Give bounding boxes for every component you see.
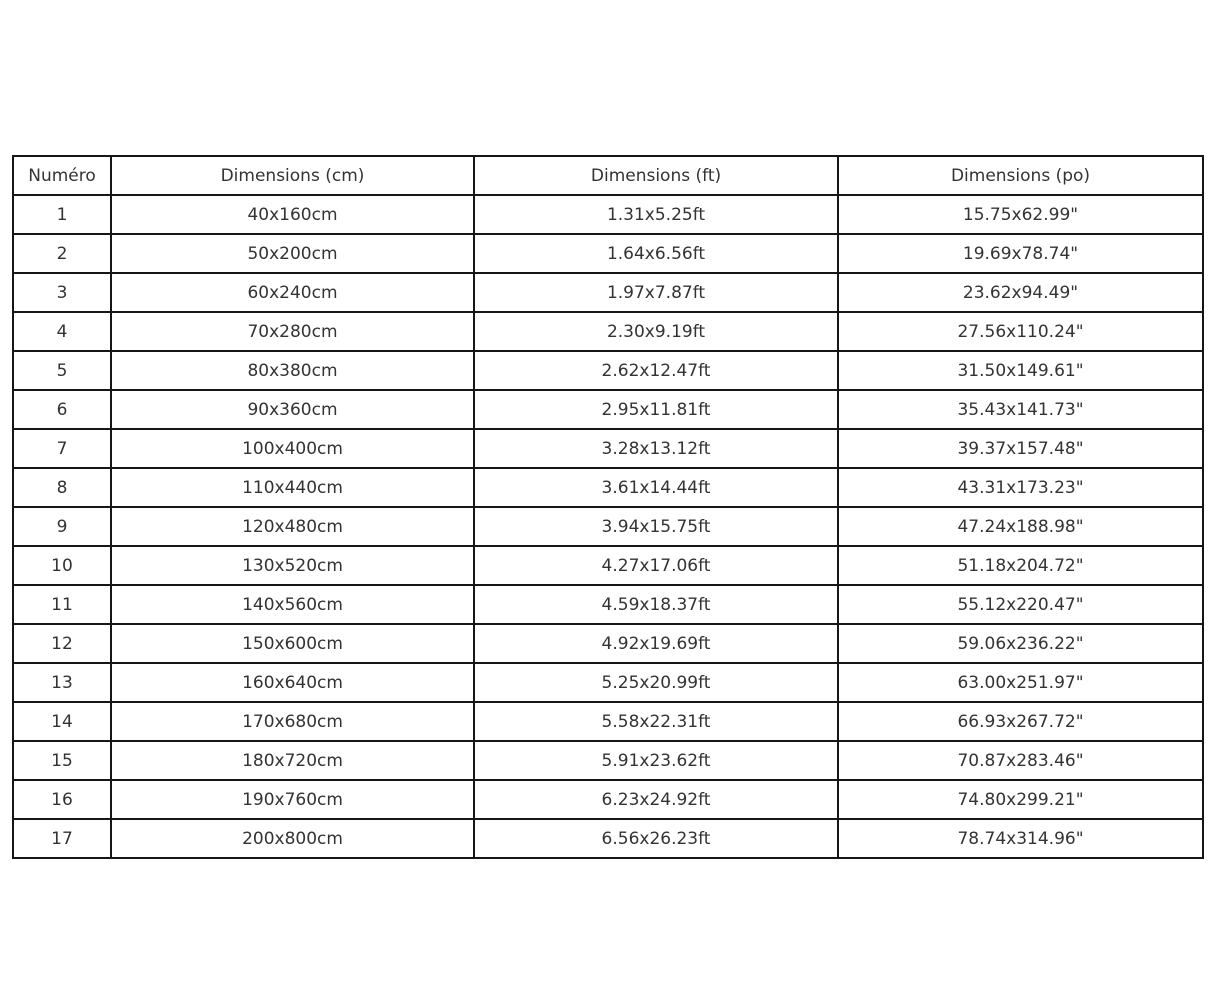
cell-dimensions-po: 47.24x188.98"	[837, 506, 1204, 547]
cell-numero: 15	[12, 740, 112, 781]
cell-dimensions-cm: 110x440cm	[110, 467, 475, 508]
cell-dimensions-cm: 90x360cm	[110, 389, 475, 430]
cell-dimensions-cm: 170x680cm	[110, 701, 475, 742]
cell-dimensions-ft: 6.23x24.92ft	[473, 779, 839, 820]
cell-dimensions-cm: 80x380cm	[110, 350, 475, 391]
cell-dimensions-cm: 40x160cm	[110, 194, 475, 235]
cell-dimensions-po: 31.50x149.61"	[837, 350, 1204, 391]
cell-dimensions-po: 59.06x236.22"	[837, 623, 1204, 664]
cell-dimensions-ft: 3.94x15.75ft	[473, 506, 839, 547]
table-row: 15 180x720cm 5.91x23.62ft 70.87x283.46"	[12, 740, 1204, 781]
cell-dimensions-po: 15.75x62.99"	[837, 194, 1204, 235]
cell-dimensions-ft: 5.91x23.62ft	[473, 740, 839, 781]
cell-dimensions-ft: 2.62x12.47ft	[473, 350, 839, 391]
cell-dimensions-cm: 150x600cm	[110, 623, 475, 664]
cell-dimensions-ft: 1.64x6.56ft	[473, 233, 839, 274]
cell-dimensions-ft: 4.59x18.37ft	[473, 584, 839, 625]
cell-numero: 9	[12, 506, 112, 547]
cell-dimensions-ft: 2.95x11.81ft	[473, 389, 839, 430]
cell-numero: 6	[12, 389, 112, 430]
cell-numero: 2	[12, 233, 112, 274]
cell-dimensions-po: 51.18x204.72"	[837, 545, 1204, 586]
header-row: Numéro Dimensions (cm) Dimensions (ft) Dime…	[12, 155, 1204, 196]
cell-dimensions-cm: 100x400cm	[110, 428, 475, 469]
cell-dimensions-ft: 5.25x20.99ft	[473, 662, 839, 703]
cell-dimensions-ft: 6.56x26.23ft	[473, 818, 839, 859]
cell-dimensions-cm: 130x520cm	[110, 545, 475, 586]
table-row: 13 160x640cm 5.25x20.99ft 63.00x251.97"	[12, 662, 1204, 703]
dimensions-size-chart-table: Numéro Dimensions (cm) Dimensions (ft) Dime…	[12, 155, 1204, 859]
table-row: 9 120x480cm 3.94x15.75ft 47.24x188.98"	[12, 506, 1204, 547]
table-row: 11 140x560cm 4.59x18.37ft 55.12x220.47"	[12, 584, 1204, 625]
cell-numero: 1	[12, 194, 112, 235]
cell-numero: 12	[12, 623, 112, 664]
cell-dimensions-ft: 3.61x14.44ft	[473, 467, 839, 508]
cell-dimensions-po: 35.43x141.73"	[837, 389, 1204, 430]
column-header-dimensions-cm: Dimensions (cm)	[110, 155, 475, 196]
table-row: 12 150x600cm 4.92x19.69ft 59.06x236.22"	[12, 623, 1204, 664]
cell-dimensions-ft: 2.30x9.19ft	[473, 311, 839, 352]
cell-dimensions-ft: 1.97x7.87ft	[473, 272, 839, 313]
cell-dimensions-cm: 180x720cm	[110, 740, 475, 781]
cell-numero: 4	[12, 311, 112, 352]
cell-dimensions-po: 63.00x251.97"	[837, 662, 1204, 703]
table-row: 1 40x160cm 1.31x5.25ft 15.75x62.99"	[12, 194, 1204, 235]
cell-dimensions-ft: 1.31x5.25ft	[473, 194, 839, 235]
cell-dimensions-po: 27.56x110.24"	[837, 311, 1204, 352]
cell-numero: 7	[12, 428, 112, 469]
cell-dimensions-po: 78.74x314.96"	[837, 818, 1204, 859]
cell-dimensions-cm: 50x200cm	[110, 233, 475, 274]
table-body: 1 40x160cm 1.31x5.25ft 15.75x62.99" 2 50x200c…	[12, 194, 1204, 859]
table-row: 2 50x200cm 1.64x6.56ft 19.69x78.74"	[12, 233, 1204, 274]
table-row: 3 60x240cm 1.97x7.87ft 23.62x94.49"	[12, 272, 1204, 313]
table-row: 14 170x680cm 5.58x22.31ft 66.93x267.72"	[12, 701, 1204, 742]
column-header-dimensions-po: Dimensions (po)	[837, 155, 1204, 196]
table-row: 4 70x280cm 2.30x9.19ft 27.56x110.24"	[12, 311, 1204, 352]
cell-numero: 3	[12, 272, 112, 313]
cell-dimensions-po: 19.69x78.74"	[837, 233, 1204, 274]
cell-dimensions-ft: 4.92x19.69ft	[473, 623, 839, 664]
cell-numero: 8	[12, 467, 112, 508]
cell-numero: 16	[12, 779, 112, 820]
table-row: 17 200x800cm 6.56x26.23ft 78.74x314.96"	[12, 818, 1204, 859]
cell-numero: 13	[12, 662, 112, 703]
cell-dimensions-ft: 4.27x17.06ft	[473, 545, 839, 586]
table-row: 6 90x360cm 2.95x11.81ft 35.43x141.73"	[12, 389, 1204, 430]
cell-dimensions-cm: 60x240cm	[110, 272, 475, 313]
cell-dimensions-po: 74.80x299.21"	[837, 779, 1204, 820]
table-row: 16 190x760cm 6.23x24.92ft 74.80x299.21"	[12, 779, 1204, 820]
cell-dimensions-ft: 5.58x22.31ft	[473, 701, 839, 742]
cell-dimensions-ft: 3.28x13.12ft	[473, 428, 839, 469]
cell-dimensions-cm: 190x760cm	[110, 779, 475, 820]
cell-numero: 17	[12, 818, 112, 859]
cell-numero: 10	[12, 545, 112, 586]
table-row: 5 80x380cm 2.62x12.47ft 31.50x149.61"	[12, 350, 1204, 391]
column-header-dimensions-ft: Dimensions (ft)	[473, 155, 839, 196]
cell-dimensions-cm: 140x560cm	[110, 584, 475, 625]
cell-dimensions-po: 39.37x157.48"	[837, 428, 1204, 469]
cell-dimensions-cm: 70x280cm	[110, 311, 475, 352]
cell-dimensions-po: 43.31x173.23"	[837, 467, 1204, 508]
cell-dimensions-po: 66.93x267.72"	[837, 701, 1204, 742]
table-row: 7 100x400cm 3.28x13.12ft 39.37x157.48"	[12, 428, 1204, 469]
cell-dimensions-po: 70.87x283.46"	[837, 740, 1204, 781]
cell-numero: 5	[12, 350, 112, 391]
cell-dimensions-cm: 120x480cm	[110, 506, 475, 547]
cell-numero: 14	[12, 701, 112, 742]
table-row: 10 130x520cm 4.27x17.06ft 51.18x204.72"	[12, 545, 1204, 586]
cell-dimensions-cm: 200x800cm	[110, 818, 475, 859]
cell-dimensions-po: 55.12x220.47"	[837, 584, 1204, 625]
cell-dimensions-po: 23.62x94.49"	[837, 272, 1204, 313]
column-header-numero: Numéro	[12, 155, 112, 196]
table-header: Numéro Dimensions (cm) Dimensions (ft) Dime…	[12, 155, 1204, 196]
table-row: 8 110x440cm 3.61x14.44ft 43.31x173.23"	[12, 467, 1204, 508]
cell-numero: 11	[12, 584, 112, 625]
cell-dimensions-cm: 160x640cm	[110, 662, 475, 703]
